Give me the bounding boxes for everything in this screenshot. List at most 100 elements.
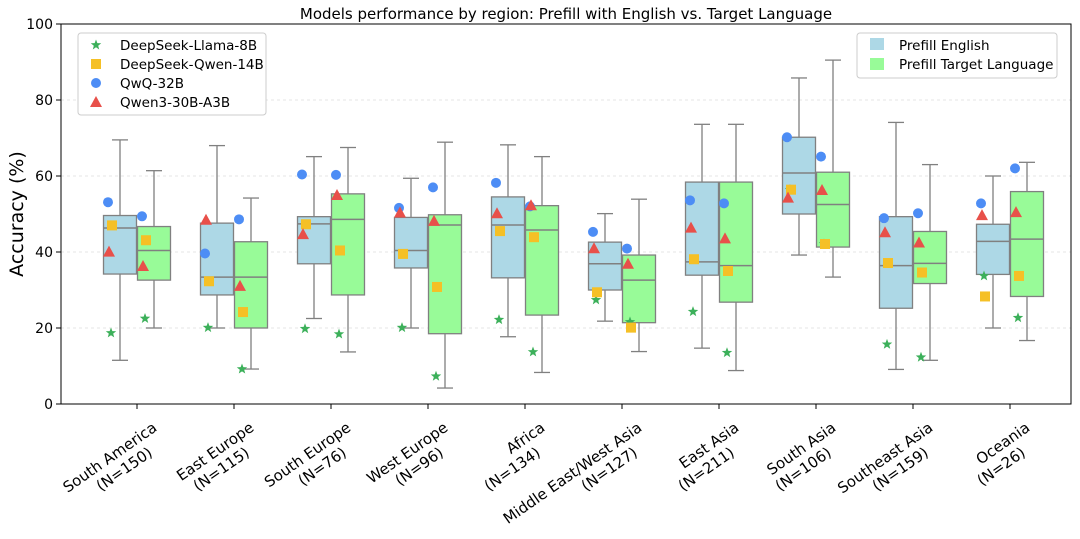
point-triangle-english-2 — [297, 228, 309, 240]
point-square-target-2 — [335, 245, 345, 256]
boxes-layer — [102, 59, 1045, 389]
point-square-english-0 — [107, 220, 117, 231]
legend-boxes: Prefill English Prefill Target Language — [856, 32, 1058, 79]
point-star-target-0 — [139, 313, 151, 323]
legend-marker-triangle — [90, 96, 102, 107]
box-body — [136, 225, 172, 281]
point-triangle-english-1 — [200, 213, 212, 225]
point-triangle-target-1 — [234, 279, 246, 291]
point-triangle-english-9 — [976, 209, 988, 221]
point-circle-english-6 — [685, 195, 695, 206]
point-star-english-0 — [105, 327, 117, 338]
point-triangle-english-4 — [491, 207, 503, 219]
point-circle-english-5 — [588, 226, 598, 237]
point-circle-english-0 — [103, 197, 113, 208]
x-tick-label-3: West Europe(N=96) — [364, 418, 452, 489]
legend-swatch-prefill-english — [870, 38, 884, 50]
point-square-target-3 — [432, 281, 442, 292]
point-square-target-1 — [238, 307, 248, 318]
point-circle-english-1 — [200, 248, 210, 259]
box-0-4 — [490, 144, 526, 338]
point-circle-target-6 — [719, 198, 729, 209]
point-triangle-target-2 — [331, 189, 343, 200]
point-circle-english-9 — [976, 198, 986, 209]
y-tick-label-100: 100 — [26, 17, 53, 33]
box-body — [102, 214, 138, 275]
legend-box-fills — [856, 32, 1058, 79]
point-star-english-6 — [687, 306, 699, 317]
point-star-target-1 — [236, 363, 248, 374]
legend-label-prefill-target: Prefill Target Language — [899, 57, 1053, 73]
point-circle-target-5 — [622, 243, 632, 254]
y-tick-label-20: 20 — [35, 321, 53, 337]
box-body — [393, 216, 429, 269]
point-triangle-target-0 — [137, 260, 149, 272]
point-square-english-6 — [689, 254, 699, 265]
box-body — [427, 214, 463, 335]
point-square-english-1 — [204, 276, 214, 287]
point-circle-english-8 — [879, 213, 889, 224]
point-circle-target-3 — [428, 182, 438, 193]
box-body — [330, 193, 366, 296]
point-triangle-english-5 — [588, 242, 600, 254]
box-body — [975, 223, 1011, 276]
point-circle-target-7 — [816, 151, 826, 162]
point-triangle-english-8 — [879, 226, 891, 238]
point-triangle-target-9 — [1010, 206, 1022, 218]
point-star-english-8 — [881, 338, 893, 349]
point-square-english-8 — [883, 258, 893, 269]
y-tick-label-60: 60 — [35, 169, 53, 185]
point-square-target-6 — [723, 266, 733, 276]
point-triangle-target-3 — [428, 214, 440, 226]
point-circle-target-2 — [331, 169, 341, 180]
point-square-english-5 — [592, 287, 602, 298]
point-star-target-8 — [915, 351, 927, 362]
point-triangle-target-5 — [622, 257, 634, 269]
legend-label-qwq: QwQ-32B — [120, 76, 184, 92]
y-axis-label: Accuracy (%) — [6, 151, 28, 277]
point-circle-target-0 — [137, 211, 147, 222]
point-star-target-6 — [721, 347, 733, 358]
point-square-target-4 — [529, 232, 539, 243]
point-circle-english-2 — [297, 169, 307, 180]
x-tick-label-9: Oceania(N=26) — [973, 418, 1034, 489]
legend-label-deepseek-qwen: DeepSeek-Qwen-14B — [120, 57, 264, 73]
point-square-english-3 — [398, 248, 408, 259]
box-1-8 — [912, 163, 948, 361]
box-1-9 — [1009, 161, 1045, 342]
point-square-target-7 — [820, 239, 830, 250]
legend-swatch-prefill-target — [870, 58, 884, 70]
legend-label-prefill-english: Prefill English — [899, 38, 990, 54]
legend-marker-square — [91, 59, 101, 69]
point-triangle-english-7 — [782, 191, 794, 203]
y-tick-label-80: 80 — [35, 93, 53, 109]
box-0-9 — [975, 175, 1011, 329]
point-star-target-9 — [1012, 312, 1024, 323]
point-circle-target-9 — [1010, 163, 1020, 174]
x-tick-label-1: East Europe(N=115) — [173, 418, 257, 495]
box-0-1 — [199, 144, 235, 329]
box-0-3 — [393, 177, 429, 329]
point-star-english-1 — [202, 322, 214, 333]
point-star-english-9 — [978, 270, 990, 281]
point-square-target-9 — [1014, 270, 1024, 281]
point-triangle-english-6 — [685, 221, 697, 233]
point-star-target-3 — [430, 370, 442, 381]
point-square-english-4 — [495, 226, 505, 237]
point-square-english-7 — [786, 184, 796, 195]
x-tick-label-0: South America(N=150) — [60, 418, 161, 496]
box-body — [815, 171, 851, 248]
box-1-3 — [427, 141, 463, 389]
box-1-4 — [524, 155, 560, 374]
x-tick-label-8: Southeast Asia(N=159) — [834, 418, 936, 497]
legend-label-deepseek-llama: DeepSeek-Llama-8B — [120, 38, 257, 54]
point-triangle-english-3 — [394, 206, 406, 218]
legend-box-markers — [77, 32, 267, 116]
point-square-target-0 — [141, 235, 151, 246]
point-circle-target-8 — [913, 208, 923, 219]
box-1-0 — [136, 170, 172, 329]
box-1-2 — [330, 146, 366, 353]
legend-marker-star — [90, 39, 102, 50]
point-triangle-target-6 — [719, 232, 731, 244]
